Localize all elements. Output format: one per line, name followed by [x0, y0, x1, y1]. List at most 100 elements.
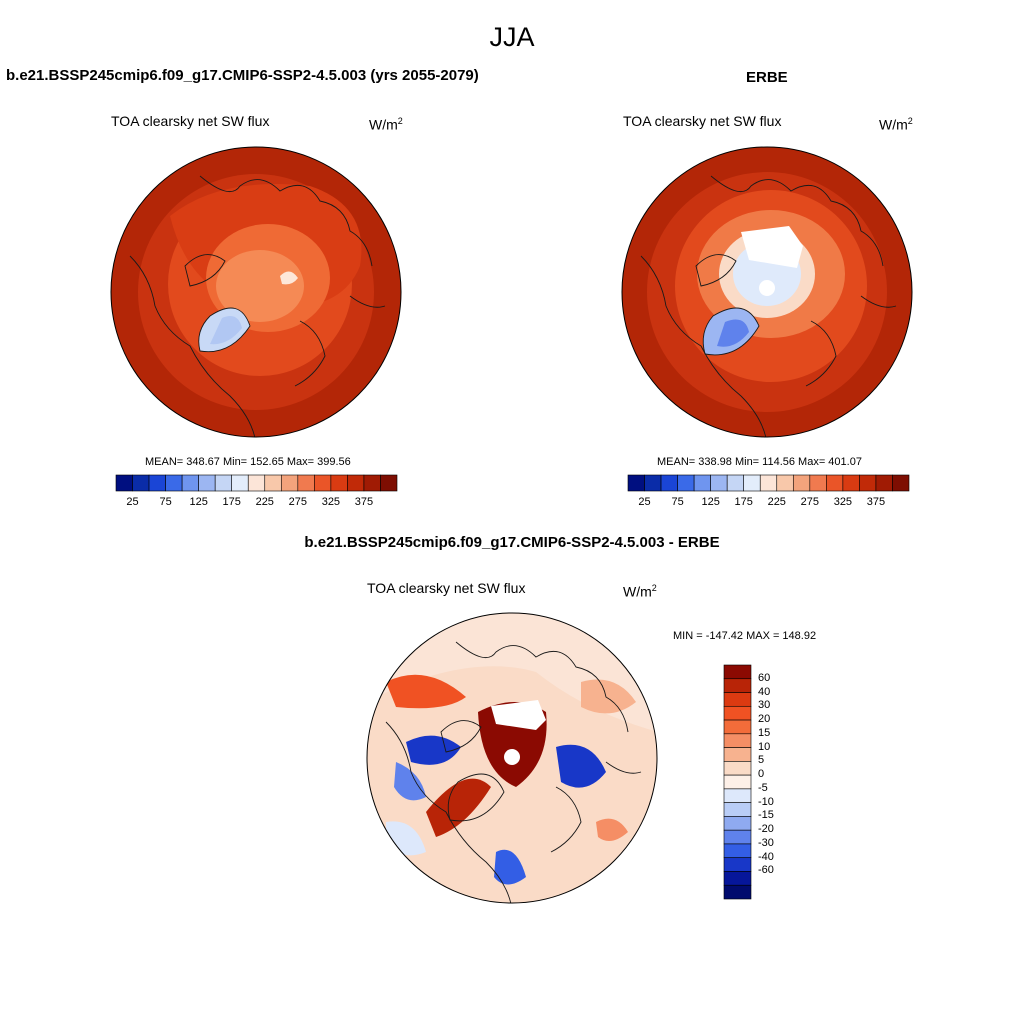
colorbar-swatch: [627, 474, 645, 492]
colorbar-tick-label: -60: [758, 864, 774, 877]
colorbar-swatch: [115, 474, 133, 492]
colorbar-swatch: [776, 474, 794, 492]
colorbar-swatch: [723, 857, 752, 872]
colorbar-tick-label: -5: [758, 781, 768, 794]
colorbar-swatch: [892, 474, 910, 492]
diff-stats: MIN = -147.42 MAX = 148.92: [673, 630, 817, 642]
colorbar-swatch: [792, 474, 811, 492]
colorbar-swatch: [693, 474, 711, 492]
colorbar-tick-label: 175: [222, 496, 241, 508]
colorbar-swatch: [809, 474, 827, 492]
colorbar-swatch: [723, 747, 752, 762]
obs-polar-map: [621, 146, 913, 438]
colorbar-swatch: [247, 474, 266, 492]
colorbar-swatch: [723, 871, 752, 886]
colorbar-tick-label: 40: [758, 685, 771, 698]
colorbar-swatch: [363, 474, 381, 492]
diff-units-label: W/m2: [623, 583, 657, 600]
colorbar-swatch: [181, 474, 199, 492]
colorbar-swatch: [347, 474, 365, 492]
obs-panel-title: ERBE: [746, 69, 788, 86]
colorbar-tick-label: 125: [189, 496, 208, 508]
colorbar-swatch: [859, 474, 877, 492]
colorbar-swatch: [723, 843, 752, 859]
colorbar-tick-label: 175: [734, 496, 753, 508]
colorbar-swatch: [165, 474, 183, 492]
diff-polar-map: [366, 612, 658, 904]
model-units-label: W/m2: [369, 116, 403, 133]
colorbar-swatch: [743, 474, 761, 492]
model-colorbar: [115, 474, 398, 492]
colorbar-swatch: [314, 474, 332, 492]
colorbar-tick-label: 325: [833, 496, 853, 508]
model-stats: MEAN= 348.67 Min= 152.65 Max= 399.56: [145, 456, 351, 468]
model-colorbar-labels: 25 75 125 175 225 275 325 375: [116, 496, 397, 510]
model-panel-title: b.e21.BSSP245cmip6.f09_g17.CMIP6-SSP2-4.…: [6, 67, 479, 84]
model-polar-map: [110, 146, 402, 438]
colorbar-tick-label: 275: [288, 496, 307, 508]
colorbar-swatch: [723, 692, 752, 707]
colorbar-swatch: [759, 474, 778, 492]
colorbar-swatch: [198, 474, 216, 492]
obs-colorbar-labels: 25 75 125 175 225 275 325 375: [628, 496, 909, 510]
colorbar-tick-label: 125: [701, 496, 720, 508]
colorbar-swatch: [148, 474, 166, 492]
colorbar-swatch: [723, 678, 752, 693]
colorbar-tick-label: 75: [159, 496, 172, 508]
colorbar-swatch: [132, 474, 150, 492]
colorbar-swatch: [231, 474, 249, 492]
colorbar-swatch: [826, 474, 844, 492]
colorbar-tick-label: -10: [758, 795, 774, 808]
colorbar-tick-label: -20: [758, 823, 774, 836]
colorbar-tick-label: 10: [758, 740, 771, 753]
colorbar-swatch: [660, 474, 678, 492]
colorbar-tick-label: 375: [354, 496, 374, 508]
colorbar-swatch: [644, 474, 662, 492]
colorbar-swatch: [677, 474, 695, 492]
colorbar-tick-label: -30: [758, 836, 774, 849]
colorbar-tick-label: 275: [800, 496, 819, 508]
colorbar-swatch: [723, 816, 752, 831]
colorbar-swatch: [726, 474, 745, 492]
colorbar-swatch: [723, 664, 752, 680]
diff-panel-title: b.e21.BSSP245cmip6.f09_g17.CMIP6-SSP2-4.…: [304, 534, 720, 551]
colorbar-swatch: [297, 474, 315, 492]
colorbar-swatch: [723, 705, 752, 721]
colorbar-tick-label: 30: [758, 699, 771, 712]
colorbar-swatch: [723, 719, 752, 735]
colorbar-tick-label: -40: [758, 850, 774, 863]
colorbar-swatch: [723, 761, 752, 776]
colorbar-swatch: [723, 774, 752, 790]
colorbar-swatch: [264, 474, 282, 492]
colorbar-tick-label: 5: [758, 754, 765, 767]
colorbar-swatch: [842, 474, 860, 492]
colorbar-tick-label: 15: [758, 726, 771, 739]
obs-units-label: W/m2: [879, 116, 913, 133]
colorbar-tick-label: 25: [126, 496, 139, 508]
colorbar-swatch: [214, 474, 233, 492]
obs-colorbar: [627, 474, 910, 492]
colorbar-swatch: [380, 474, 398, 492]
model-variable-label: TOA clearsky net SW flux: [111, 113, 270, 129]
colorbar-tick-label: 20: [758, 713, 771, 726]
colorbar-tick-label: 0: [758, 768, 765, 781]
figure-title: JJA: [489, 22, 535, 52]
colorbar-tick-label: 225: [767, 496, 786, 508]
colorbar-tick-label: 325: [321, 496, 341, 508]
diff-variable-label: TOA clearsky net SW flux: [367, 580, 526, 596]
colorbar-swatch: [723, 802, 752, 817]
diff-colorbar-labels: 60 40 30 20 15 10 5 0 -5 -10 -15 -20 -30 -40 -60: [758, 665, 798, 899]
diff-colorbar: [723, 664, 752, 900]
colorbar-tick-label: -15: [758, 809, 774, 822]
colorbar-swatch: [723, 829, 752, 845]
colorbar-swatch: [330, 474, 348, 492]
obs-variable-label: TOA clearsky net SW flux: [623, 113, 782, 129]
colorbar-tick-label: 375: [866, 496, 886, 508]
colorbar-tick-label: 225: [255, 496, 274, 508]
obs-stats: MEAN= 338.98 Min= 114.56 Max= 401.07: [657, 456, 862, 468]
colorbar-swatch: [710, 474, 728, 492]
colorbar-tick-label: 75: [671, 496, 684, 508]
colorbar-tick-label: 25: [638, 496, 651, 508]
colorbar-swatch: [723, 788, 752, 803]
colorbar-swatch: [723, 733, 752, 748]
